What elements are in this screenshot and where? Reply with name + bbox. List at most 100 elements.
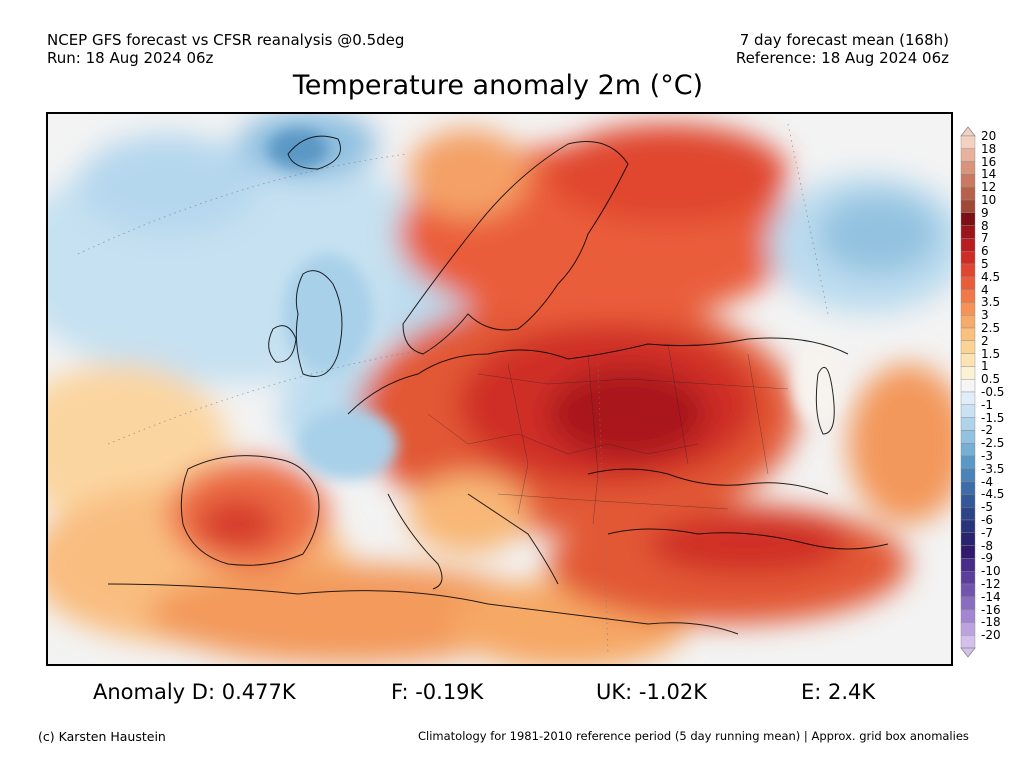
legend-colorbar <box>960 126 976 658</box>
legend-label: -4 <box>981 474 993 489</box>
model-description: NCEP GFS forecast vs CFSR reanalysis @0.… <box>47 31 405 49</box>
legend-label: -18 <box>981 615 1001 630</box>
reference-time: Reference: 18 Aug 2024 06z <box>735 49 949 67</box>
legend-cell <box>960 455 976 470</box>
legend-cell <box>960 430 976 444</box>
legend-cell <box>960 199 976 214</box>
legend-label: -7 <box>981 525 993 540</box>
legend-cell <box>960 519 976 534</box>
legend-cell <box>960 340 976 354</box>
legend-cell <box>960 327 976 342</box>
legend-cell <box>960 545 976 559</box>
legend-cell <box>960 135 976 150</box>
legend-label: -3.5 <box>981 461 1005 476</box>
legend-label: 9 <box>981 205 989 220</box>
legend-cell <box>960 571 976 585</box>
legend-max-arrow <box>960 126 976 137</box>
legend-cell <box>960 276 976 290</box>
copyright: (c) Karsten Haustein <box>38 729 166 744</box>
legend-label: 18 <box>981 141 997 156</box>
legend-cells <box>960 126 976 658</box>
legend-label: -3 <box>981 449 993 463</box>
legend-cell <box>960 353 976 367</box>
legend-cell <box>960 583 976 598</box>
header-right: 7 day forecast mean (168h) Reference: 18… <box>736 31 949 67</box>
map-title: Temperature anomaly 2m (°C) <box>292 70 704 101</box>
legend-label: -6 <box>981 513 993 527</box>
legend-cell <box>960 148 976 162</box>
legend-label: -0.5 <box>981 385 1005 399</box>
legend-cell <box>960 366 976 380</box>
legend-cell <box>960 481 976 495</box>
legend-cell <box>960 314 976 329</box>
legend-cell <box>960 635 976 649</box>
legend-label: 3 <box>981 308 989 323</box>
legend-label: -16 <box>981 602 1001 617</box>
legend-cell <box>960 302 976 316</box>
legend-label: -10 <box>981 564 1001 579</box>
legend-label: 14 <box>981 167 997 182</box>
legend-label: -1.5 <box>981 410 1005 425</box>
legend-label: 1 <box>981 359 989 374</box>
legend-cell <box>960 212 976 226</box>
forecast-period: 7 day forecast mean (168h) <box>739 31 949 49</box>
legend-label: -5 <box>981 500 993 515</box>
legend-label: 3.5 <box>981 295 1001 310</box>
anomaly-uk: UK: -1.02K <box>596 680 707 704</box>
legend-cell <box>960 238 976 252</box>
legend-cell <box>960 391 976 406</box>
run-time: Run: 18 Aug 2024 06z <box>47 49 214 67</box>
legend-cell <box>960 289 976 303</box>
legend-cell <box>960 225 976 239</box>
legend-label: -4.5 <box>981 487 1005 502</box>
legend-label: -9 <box>981 551 993 566</box>
legend-cell <box>960 622 976 636</box>
legend-cell <box>960 263 976 278</box>
legend-cell <box>960 507 976 521</box>
legend-label: 2 <box>981 333 989 348</box>
legend-label: -8 <box>981 538 993 553</box>
legend-label: 12 <box>981 180 997 195</box>
legend-cell <box>960 609 976 623</box>
legend-label: 10 <box>981 193 997 207</box>
legend-label: -2.5 <box>981 436 1005 451</box>
legend-cell <box>960 161 976 175</box>
legend-label: -2 <box>981 423 993 438</box>
legend-cell <box>960 174 976 188</box>
legend-cell <box>960 250 976 265</box>
legend-label: -1 <box>981 397 993 412</box>
legend-label: 4.5 <box>981 269 1001 284</box>
legend-label: 16 <box>981 154 997 169</box>
color-legend: 20 18 16 14 12 10 9 8 7 6 5 4.5 4 3.5 3 2.5 2 1.5 1 0.5 -0.5… <box>959 126 1024 658</box>
anomaly-france: F: -0.19K <box>391 680 484 704</box>
legend-label: 0.5 <box>981 372 1001 387</box>
legend-label: 6 <box>981 244 989 259</box>
legend-label: 4 <box>981 282 989 297</box>
header-left: NCEP GFS forecast vs CFSR reanalysis @0.… <box>47 31 404 67</box>
climatology-note: Climatology for 1981-2010 reference peri… <box>418 729 969 743</box>
legend-label: 20 <box>981 129 997 143</box>
legend-cell <box>960 443 976 457</box>
legend-label: -14 <box>981 589 1001 604</box>
anomaly-spain: E: 2.4K <box>801 680 876 704</box>
legend-label: -12 <box>981 577 1001 591</box>
legend-cell <box>960 596 976 610</box>
legend-label: 1.5 <box>981 346 1001 361</box>
anomaly-map-graphic <box>48 114 951 664</box>
legend-label: 2.5 <box>981 321 1001 335</box>
anomaly-map <box>46 112 953 666</box>
legend-label: 5 <box>981 257 989 271</box>
legend-cell <box>960 494 976 508</box>
legend-cell <box>960 404 976 418</box>
legend-label: 7 <box>981 231 989 246</box>
legend-cell <box>960 532 976 546</box>
legend-cell <box>960 378 976 393</box>
legend-min-arrow <box>960 647 976 658</box>
legend-cell <box>960 417 976 431</box>
legend-cell <box>960 187 976 201</box>
legend-cell <box>960 558 976 572</box>
legend-label: 8 <box>981 218 989 233</box>
legend-cell <box>960 468 976 482</box>
anomaly-germany: Anomaly D: 0.477K <box>93 680 296 704</box>
legend-label: -20 <box>981 628 1001 643</box>
